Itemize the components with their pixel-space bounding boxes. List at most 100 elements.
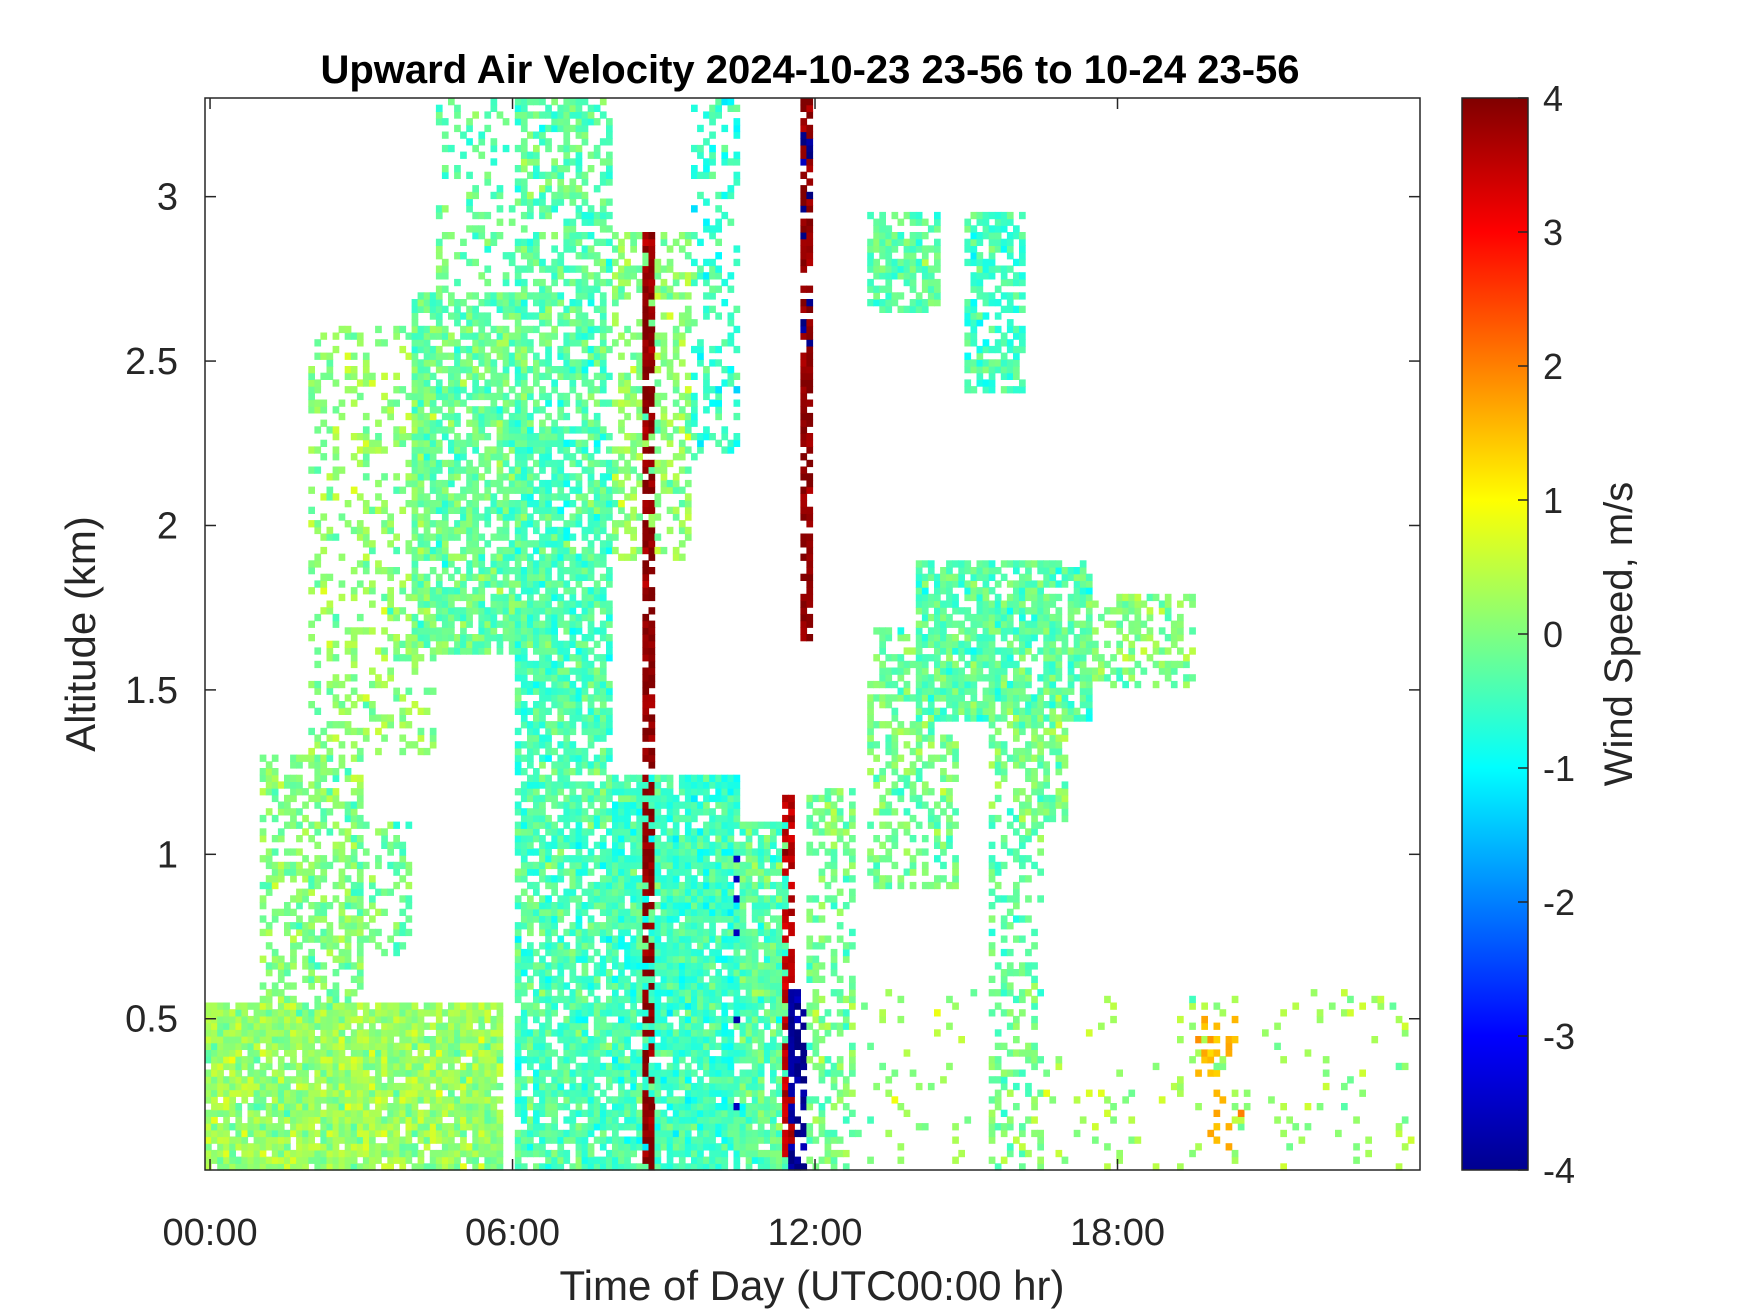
heatmap-cell [387, 1082, 394, 1091]
heatmap-cell [332, 1042, 340, 1050]
heatmap-cell [618, 399, 625, 407]
heatmap-cell [581, 1062, 589, 1071]
heatmap-cell [411, 453, 419, 461]
heatmap-cell [581, 312, 589, 320]
heatmap-cell [320, 607, 328, 615]
heatmap-cell [314, 379, 322, 387]
heatmap-cell [575, 98, 583, 106]
heatmap-cell [466, 573, 473, 581]
heatmap-cell [241, 1062, 249, 1071]
heatmap-cell [435, 211, 443, 220]
heatmap-cell [375, 1116, 382, 1124]
heatmap-cell [636, 982, 643, 990]
heatmap-cell [527, 741, 534, 749]
heatmap-cell [642, 627, 650, 635]
heatmap-cell [618, 1163, 625, 1171]
heatmap-cell [375, 1076, 382, 1084]
heatmap-cell [259, 1163, 267, 1171]
heatmap-cell [606, 580, 613, 588]
heatmap-cell [350, 634, 358, 642]
heatmap-cell [520, 573, 528, 581]
heatmap-cell [399, 587, 407, 595]
heatmap-cell [423, 345, 431, 354]
heatmap-cell [569, 975, 577, 983]
heatmap-cell [618, 1096, 625, 1104]
heatmap-cell [557, 841, 565, 849]
heatmap-cell [326, 922, 334, 930]
heatmap-cell [642, 352, 650, 360]
heatmap-cell [599, 292, 607, 300]
heatmap-cell [575, 714, 583, 722]
heatmap-cell [520, 252, 528, 260]
heatmap-cell [314, 841, 322, 849]
heatmap-cell [277, 1129, 285, 1138]
heatmap-cell [484, 392, 492, 401]
heatmap-cell [551, 694, 558, 702]
heatmap-cell [545, 600, 552, 608]
heatmap-cell [454, 379, 461, 387]
heatmap-cell [265, 1022, 273, 1030]
heatmap-cell [557, 855, 565, 863]
heatmap-cell [277, 808, 285, 816]
heatmap-cell [205, 1156, 212, 1164]
heatmap-cell [618, 814, 625, 823]
heatmap-cell [527, 1116, 534, 1124]
heatmap-cell [320, 768, 328, 776]
heatmap-cell [581, 265, 589, 273]
heatmap-cell [581, 506, 589, 514]
heatmap-cell [557, 486, 565, 494]
heatmap-cell [648, 1116, 656, 1124]
heatmap-cell [599, 928, 607, 937]
heatmap-cell [575, 1109, 583, 1117]
heatmap-cell [563, 687, 571, 695]
heatmap-cell [551, 366, 558, 374]
heatmap-cell [587, 359, 595, 367]
heatmap-cell [429, 1089, 437, 1097]
heatmap-cell [587, 272, 595, 280]
heatmap-cell [563, 868, 571, 876]
heatmap-cell [575, 660, 583, 669]
heatmap-cell [502, 299, 510, 307]
heatmap-cell [533, 948, 540, 957]
heatmap-cell [551, 332, 558, 340]
heatmap-cell [211, 1149, 218, 1158]
heatmap-cell [423, 600, 431, 608]
heatmap-cell [539, 627, 546, 635]
heatmap-cell [587, 245, 595, 253]
heatmap-cell [581, 171, 589, 179]
heatmap-cell [593, 151, 601, 159]
heatmap-cell [454, 506, 461, 514]
heatmap-cell [636, 1089, 643, 1097]
heatmap-cell [527, 841, 534, 849]
heatmap-cell [344, 332, 352, 340]
heatmap-cell [460, 580, 467, 588]
heatmap-cell [308, 379, 315, 387]
heatmap-cell [387, 406, 394, 414]
heatmap-cell [642, 781, 650, 789]
heatmap-cell [539, 339, 546, 347]
heatmap-cell [557, 908, 565, 916]
heatmap-cell [533, 1069, 540, 1077]
heatmap-cell [441, 426, 449, 434]
heatmap-cell [520, 680, 528, 689]
heatmap-cell [290, 1129, 297, 1138]
heatmap-cell [587, 922, 595, 930]
heatmap-cell [205, 1129, 212, 1138]
heatmap-cell [496, 479, 504, 488]
heatmap-cell [350, 1156, 358, 1164]
heatmap-cell [478, 1136, 486, 1144]
heatmap-cell [624, 1076, 631, 1084]
heatmap-cell [539, 1129, 546, 1138]
heatmap-cell [539, 754, 546, 762]
heatmap-cell [502, 372, 510, 380]
heatmap-cell [575, 1156, 583, 1164]
heatmap-cell [435, 419, 443, 427]
heatmap-cell [514, 995, 522, 1004]
heatmap-cell [593, 969, 601, 977]
heatmap-cell [417, 392, 425, 401]
heatmap-cell [545, 707, 552, 715]
heatmap-cell [484, 627, 492, 635]
heatmap-cell [587, 546, 595, 555]
heatmap-cell [539, 1029, 546, 1037]
heatmap-cell [533, 446, 540, 454]
